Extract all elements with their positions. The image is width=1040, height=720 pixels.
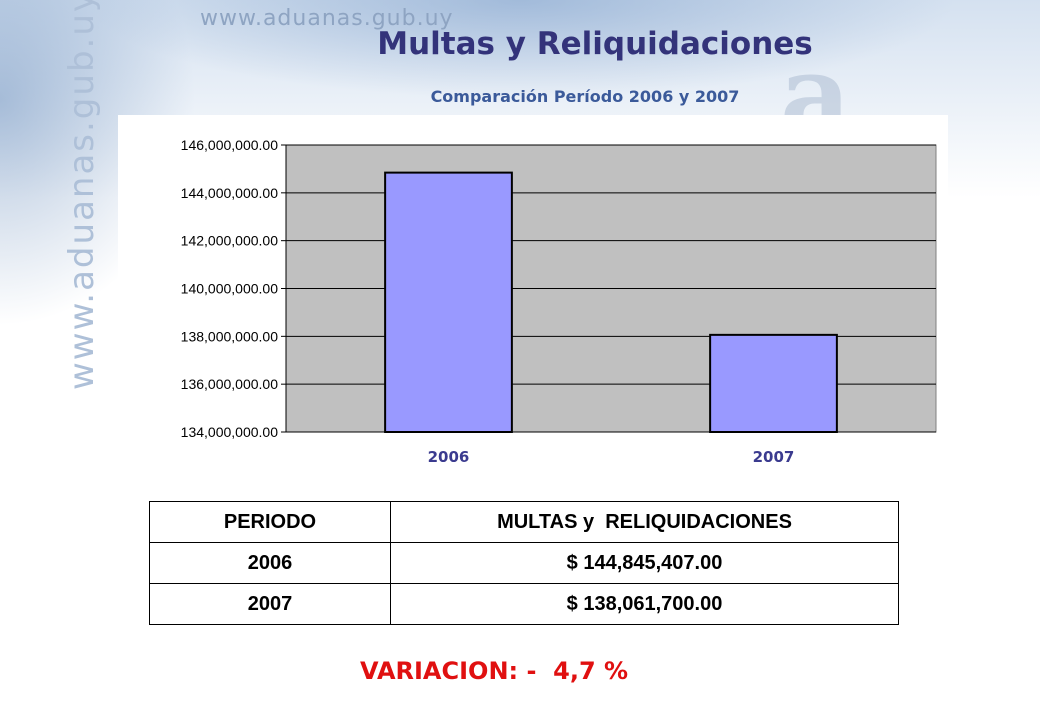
column-header-periodo: PERIODO <box>149 501 391 543</box>
table-row: 2007 $ 138,061,700.00 <box>149 583 899 625</box>
bar-chart: 134,000,000.00 136,000,000.00 138,000,000.… <box>118 115 948 475</box>
y-tick-label: 146,000,000.00 <box>181 137 279 153</box>
variation-label: VARIACION: - 4,7 % <box>360 657 629 685</box>
y-tick-label: 140,000,000.00 <box>181 281 279 297</box>
watermark-url: www.aduanas.gub.uy <box>200 6 454 31</box>
table-row: 2006 $ 144,845,407.00 <box>149 542 899 584</box>
x-tick-label: 2006 <box>428 448 470 466</box>
table-header-row: PERIODO MULTAS y RELIQUIDACIONES <box>149 501 899 543</box>
data-table: PERIODO MULTAS y RELIQUIDACIONES 2006 $ … <box>149 501 899 625</box>
y-tick-label: 144,000,000.00 <box>181 185 279 201</box>
x-axis: 2006 2007 <box>428 448 795 466</box>
y-tick-label: 142,000,000.00 <box>181 233 279 249</box>
y-tick-label: 138,000,000.00 <box>181 328 279 344</box>
y-tick-label: 134,000,000.00 <box>181 424 279 440</box>
x-tick-label: 2007 <box>753 448 795 466</box>
bar-2006 <box>384 171 513 434</box>
cell-period: 2007 <box>149 583 391 625</box>
y-tick-label: 136,000,000.00 <box>181 376 279 392</box>
column-header-multas: MULTAS y RELIQUIDACIONES <box>390 501 899 543</box>
cell-amount: $ 144,845,407.00 <box>390 542 899 584</box>
cell-period: 2006 <box>149 542 391 584</box>
y-axis: 134,000,000.00 136,000,000.00 138,000,000.… <box>181 137 936 440</box>
bars <box>384 171 838 434</box>
page-title: Multas y Reliquidaciones <box>377 26 813 62</box>
bar-2007 <box>709 333 838 434</box>
cell-amount: $ 138,061,700.00 <box>390 583 899 625</box>
page-subtitle: Comparación Período 2006 y 2007 <box>430 87 740 106</box>
